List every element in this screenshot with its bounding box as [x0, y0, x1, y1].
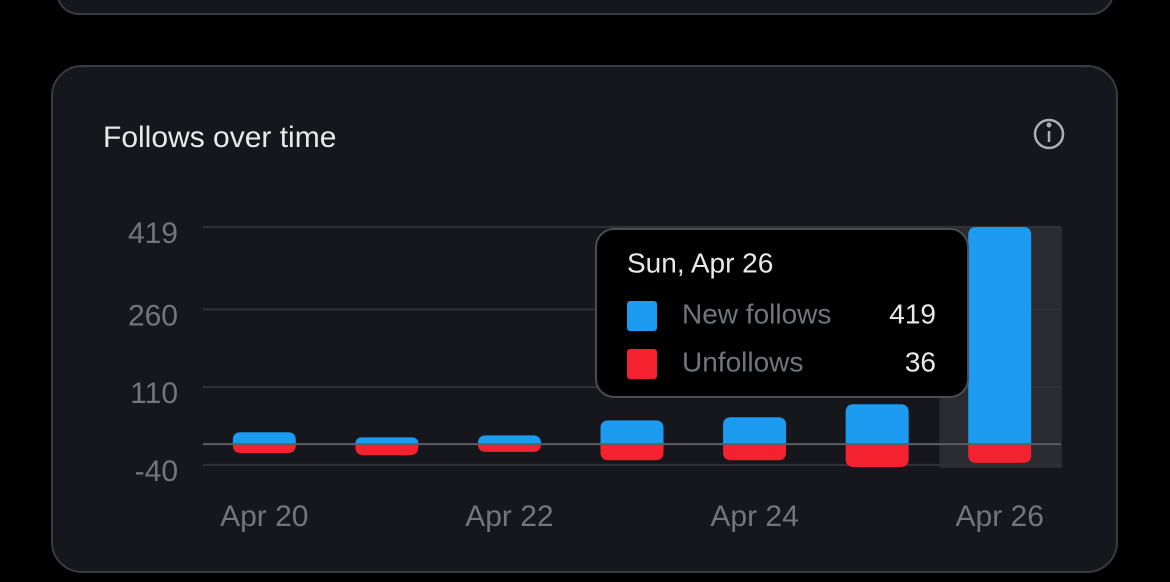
tooltip-swatch — [627, 349, 657, 379]
bar — [723, 444, 787, 461]
bar — [232, 444, 296, 453]
tooltip-value: 419 — [889, 298, 936, 329]
tooltip — [595, 228, 969, 398]
y-tick-label: -40 — [135, 455, 178, 488]
previous-card — [57, 0, 1113, 15]
bar — [845, 404, 909, 445]
bar — [232, 432, 296, 445]
bar — [968, 444, 1032, 463]
bar — [723, 417, 787, 445]
tooltip-swatch — [627, 301, 657, 331]
bar — [355, 444, 419, 456]
bar — [355, 437, 419, 445]
y-tick-label: 419 — [128, 217, 178, 250]
tooltip-value: 36 — [905, 346, 936, 377]
y-tick-label: 110 — [130, 377, 178, 410]
bar — [477, 435, 541, 445]
bar — [600, 444, 664, 461]
x-tick-label: Apr 24 — [710, 500, 798, 533]
chart-title: Follows over time — [103, 121, 336, 154]
x-tick-label: Apr 22 — [465, 500, 553, 533]
bar — [968, 227, 1032, 445]
bar — [477, 444, 541, 452]
info-icon[interactable] — [1033, 118, 1065, 150]
tooltip-title: Sun, Apr 26 — [627, 247, 773, 278]
bar — [845, 444, 909, 467]
tooltip-label: New follows — [682, 298, 831, 329]
tooltip-label: Unfollows — [682, 346, 803, 377]
bar — [600, 420, 664, 445]
x-tick-label: Apr 26 — [956, 500, 1044, 533]
x-tick-label: Apr 20 — [220, 500, 308, 533]
y-tick-label: 260 — [128, 299, 178, 332]
